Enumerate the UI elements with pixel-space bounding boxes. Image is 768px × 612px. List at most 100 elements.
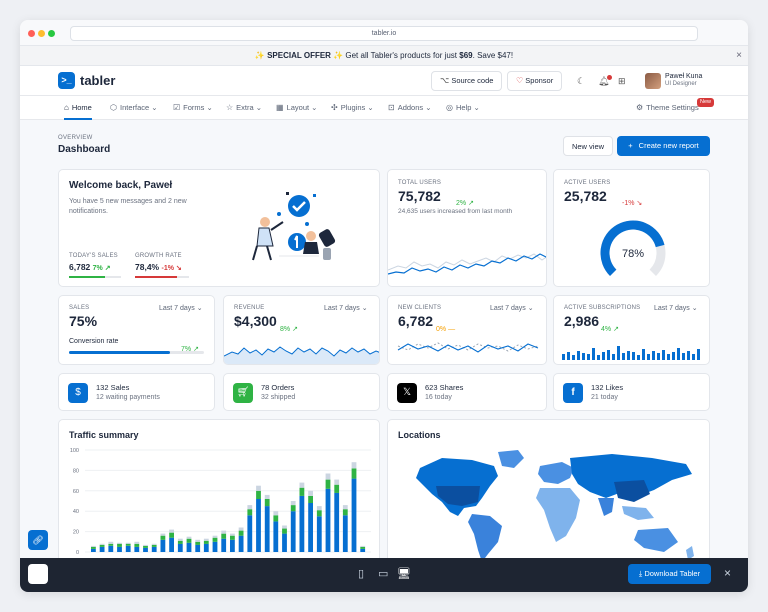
- traffic-bar: [351, 468, 357, 479]
- plus-icon: +: [628, 141, 633, 150]
- traffic-bar: [160, 533, 166, 536]
- nav-item-forms[interactable]: ☑ Forms ⌄: [173, 103, 213, 112]
- stat-title: 623 Shares: [425, 383, 464, 392]
- maximize-dot[interactable]: [48, 30, 55, 37]
- traffic-bar: [238, 530, 244, 536]
- create-report-button[interactable]: + Create new report: [617, 136, 710, 156]
- map-china[interactable]: [614, 480, 650, 502]
- gauge-fill: [600, 220, 665, 276]
- subscription-bar: [637, 355, 640, 360]
- traffic-bar: [247, 509, 253, 516]
- traffic-bar: [230, 539, 235, 552]
- sales-value: 75%: [69, 313, 98, 329]
- trend-flat-icon: —: [446, 326, 456, 333]
- traffic-bar: [247, 515, 253, 552]
- sponsor-button[interactable]: ♡ Sponsor: [507, 71, 563, 91]
- traffic-bar: [125, 545, 131, 552]
- bell-icon[interactable]: 🔔︎: [598, 76, 610, 86]
- theme-settings-link[interactable]: ⚙ Theme Settings: [636, 96, 699, 120]
- traffic-bar: [221, 538, 227, 552]
- nav-item-home[interactable]: ⌂ Home: [64, 96, 92, 120]
- map-russia-asia[interactable]: [570, 454, 692, 498]
- subscriptions-period-dropdown[interactable]: Last 7 days ⌄: [654, 304, 698, 312]
- nav-item-interface[interactable]: ⬡ Interface ⌄: [110, 103, 158, 112]
- desktop-icon[interactable]: 🖥︎: [397, 568, 411, 580]
- address-bar[interactable]: tabler.io: [70, 26, 698, 41]
- map-greenland[interactable]: [498, 450, 524, 468]
- new-clients-value: 6,782: [398, 313, 434, 329]
- check-badge: [288, 195, 310, 217]
- traffic-bar: [299, 495, 305, 552]
- nav-item-extra[interactable]: ☆ Extra ⌄: [226, 103, 263, 112]
- x-logo-icon: 𝕏: [397, 383, 417, 403]
- sales-label: SALES: [69, 305, 90, 311]
- map-new-zealand[interactable]: [686, 546, 694, 560]
- total-users-label: TOTAL USERS: [398, 180, 442, 186]
- map-india[interactable]: [598, 498, 614, 516]
- map-europe[interactable]: [538, 462, 574, 484]
- map-africa[interactable]: [536, 488, 580, 542]
- minimize-dot[interactable]: [38, 30, 45, 37]
- trend-up-icon: ↗: [611, 326, 619, 333]
- brand-logo[interactable]: >_ tabler: [58, 72, 115, 89]
- avatar[interactable]: [645, 73, 661, 89]
- traffic-bar: [282, 528, 287, 534]
- subscription-bar: [642, 349, 645, 360]
- traffic-bar: [160, 535, 166, 540]
- traffic-summary-card: Traffic summary 100 80 60 40 20 0: [58, 419, 380, 569]
- traffic-bar: [334, 492, 340, 552]
- traffic-bar: [308, 490, 313, 496]
- traffic-bar: [221, 530, 227, 534]
- nav-item-layout[interactable]: ▦ Layout ⌄: [276, 103, 318, 112]
- source-code-button[interactable]: ⌥ Source code: [431, 71, 503, 91]
- stat-sub: 12 waiting payments: [96, 394, 160, 401]
- traffic-bar: [334, 479, 340, 485]
- nav-item-addons[interactable]: ⊡ Addons ⌄: [388, 103, 432, 112]
- world-map: [416, 450, 694, 562]
- apps-icon[interactable]: ⊞: [618, 76, 626, 86]
- traffic-bar: [203, 543, 209, 552]
- close-dot[interactable]: [28, 30, 35, 37]
- checkbox-icon: ☑: [173, 103, 181, 112]
- map-usa[interactable]: [436, 486, 480, 506]
- traffic-bar: [186, 538, 192, 543]
- map-southeast-asia[interactable]: [622, 506, 654, 520]
- map-south-america[interactable]: [468, 514, 502, 562]
- revenue-period-dropdown[interactable]: Last 7 days ⌄: [324, 304, 368, 312]
- traffic-bar: [273, 511, 279, 516]
- phone-icon[interactable]: ▯: [358, 568, 365, 580]
- subscription-bar: [692, 354, 695, 360]
- user-name[interactable]: Paweł Kuna: [665, 73, 703, 80]
- tablet-icon[interactable]: ▭: [378, 568, 389, 580]
- traffic-bar: [160, 539, 166, 552]
- subscriptions-value: 2,986: [564, 313, 600, 329]
- close-icon[interactable]: ×: [724, 566, 732, 580]
- traffic-bar: [264, 499, 270, 507]
- traffic-bar: [99, 544, 105, 547]
- traffic-bar: [125, 543, 131, 546]
- traffic-bar: [316, 510, 322, 517]
- link-icon[interactable]: 🔗︎: [28, 530, 48, 550]
- sales-period-dropdown[interactable]: Last 7 days ⌄: [159, 304, 203, 312]
- download-button[interactable]: ⤓ Download Tabler: [628, 564, 711, 584]
- y-tick-label: 0: [76, 550, 79, 556]
- subscription-bar: [697, 349, 700, 360]
- new-view-button[interactable]: New view: [563, 136, 613, 156]
- traffic-bar: [143, 545, 148, 548]
- close-icon[interactable]: ×: [736, 50, 742, 61]
- traffic-bar: [195, 544, 201, 552]
- traffic-bar: [108, 545, 114, 552]
- preview-thumbnail[interactable]: [28, 564, 48, 584]
- map-australia[interactable]: [634, 528, 678, 552]
- new-clients-period-dropdown[interactable]: Last 7 days ⌄: [490, 304, 534, 312]
- moon-icon[interactable]: ☾: [577, 76, 586, 86]
- revenue-card: REVENUE Last 7 days ⌄ $4,300 8% ↗: [223, 295, 380, 365]
- subscription-bar: [672, 352, 675, 360]
- traffic-bar: [351, 462, 357, 469]
- new-clients-change-row: 0% —: [436, 318, 455, 336]
- stat-sub: 32 shipped: [261, 394, 296, 401]
- nav-item-plugins[interactable]: ✣ Plugins ⌄: [331, 103, 374, 112]
- nav-item-help[interactable]: ◎ Help ⌄: [446, 103, 480, 112]
- chevron-down-icon: ⌄: [196, 305, 203, 312]
- revenue-change: 8%: [280, 326, 291, 333]
